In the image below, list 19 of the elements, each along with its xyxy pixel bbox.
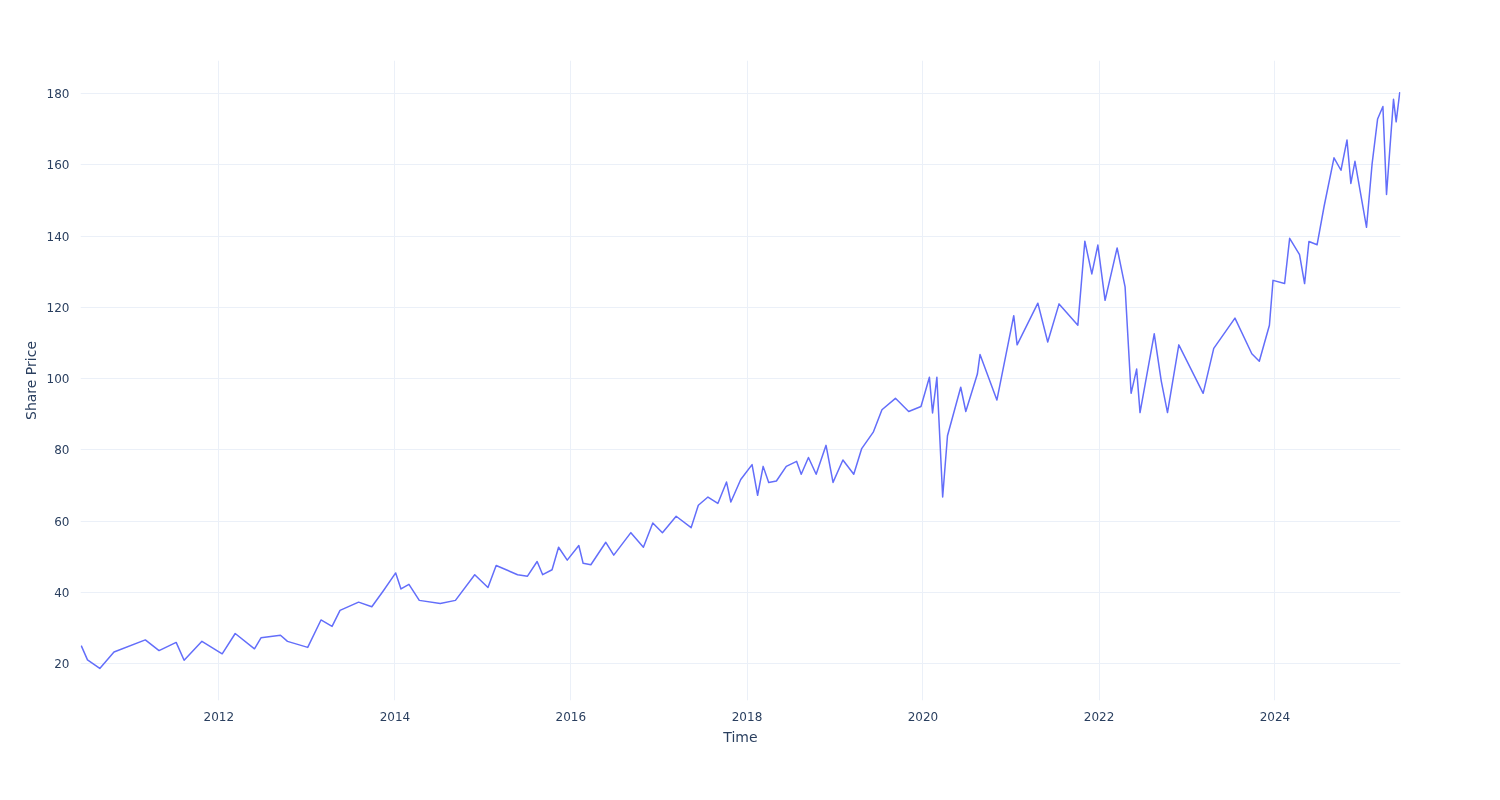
x-axis-title: Time	[722, 728, 758, 745]
y-tick-label: 20	[54, 657, 70, 672]
y-tick-label: 100	[46, 372, 70, 387]
x-tick-label: 2022	[1083, 709, 1115, 724]
line-series	[80, 91, 1401, 670]
y-tick-label: 120	[46, 300, 70, 315]
y-axis-title: Share Price	[22, 340, 39, 420]
x-tick-label: 2016	[555, 709, 587, 724]
x-tick-label: 2014	[379, 709, 411, 724]
y-tick-label: 160	[46, 158, 70, 173]
x-tick-label: 2024	[1259, 709, 1291, 724]
x-tick-label: 2018	[731, 709, 763, 724]
y-tick-label: 60	[54, 514, 70, 529]
y-tick-label: 180	[46, 87, 70, 102]
y-tick-label: 40	[54, 586, 70, 601]
y-tick-label: 80	[54, 443, 70, 458]
y-tick-label: 140	[46, 229, 70, 244]
x-tick-label: 2020	[907, 709, 939, 724]
x-tick-label: 2012	[203, 709, 235, 724]
